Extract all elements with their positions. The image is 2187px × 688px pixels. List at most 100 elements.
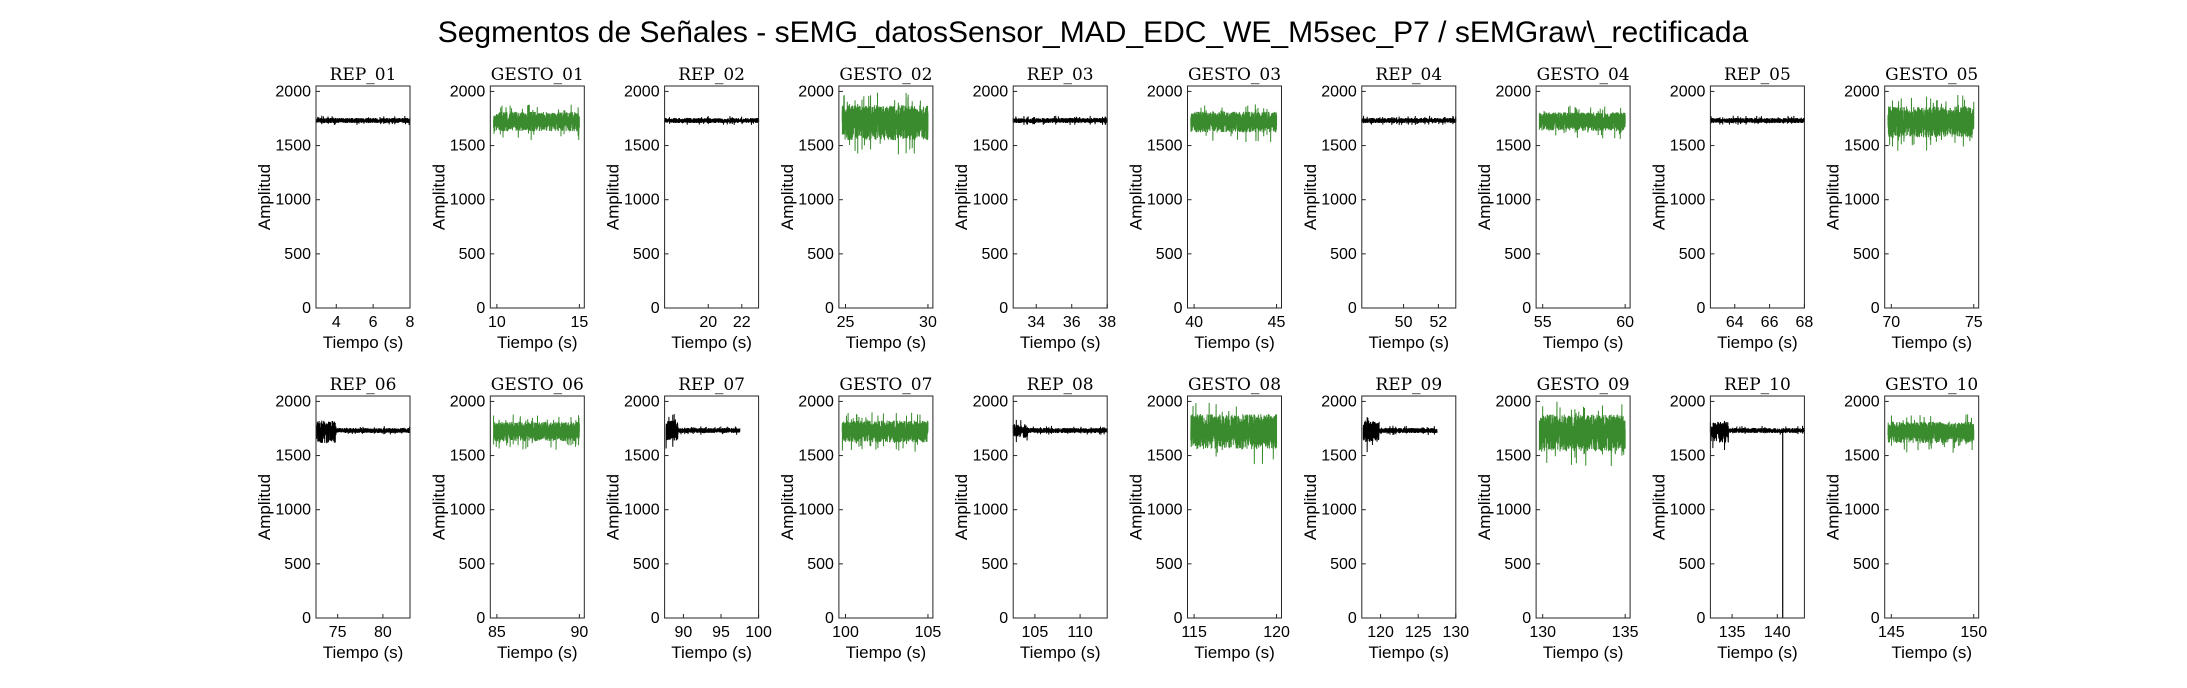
x-tick-label: 45 (1268, 314, 1286, 331)
subplot-rep-10: REP_10 0 500 1000 1500 2000 135 140 Tiempo (s) Am… (1649, 375, 1805, 662)
x-tick-label: 105 (915, 624, 942, 641)
y-tick-label: 1000 (1670, 192, 1706, 209)
y-axis-label: Amplitud (1475, 164, 1494, 230)
x-tick-label: 36 (1063, 314, 1081, 331)
y-tick-label: 1500 (1147, 448, 1183, 465)
x-tick-label: 20 (699, 314, 717, 331)
y-tick-label: 500 (1156, 556, 1183, 573)
subplot-title: GESTO_01 (491, 65, 584, 85)
x-tick-label: 115 (1181, 624, 1207, 641)
y-tick-label: 1500 (798, 448, 834, 465)
x-tick-label: 55 (1534, 314, 1552, 331)
y-tick-label: 0 (1696, 300, 1705, 317)
y-tick-label: 2000 (1147, 83, 1183, 100)
subplot-rep-08: REP_08 0 500 1000 1500 2000 105 110 Tiempo (s) Am… (952, 375, 1108, 662)
axes-frame (664, 85, 760, 309)
y-axis-label: Amplitud (255, 164, 274, 230)
y-tick-label: 1500 (798, 138, 834, 155)
x-axis-label: Tiempo (s) (1020, 643, 1101, 662)
x-tick-label: 68 (1796, 314, 1814, 331)
x-axis-label: Tiempo (s) (1368, 333, 1449, 352)
y-tick-label: 2000 (1147, 393, 1183, 410)
subplot-gesto-10: GESTO_10 0 500 1000 1500 2000 145 150 Tiempo (s)… (1824, 375, 1987, 662)
axes-frame (315, 395, 411, 619)
x-tick-label: 8 (406, 314, 415, 331)
x-tick-label: 38 (1098, 314, 1116, 331)
subplot-gesto-05: GESTO_05 0 500 1000 1500 2000 70 75 Tiempo (s) Am… (1824, 65, 1983, 352)
x-axis-label: Tiempo (s) (1543, 643, 1624, 662)
y-tick-label: 1000 (1321, 192, 1357, 209)
y-tick-label: 0 (1871, 300, 1880, 317)
subplot-title: GESTO_04 (1537, 65, 1630, 85)
y-tick-label: 500 (1504, 246, 1531, 263)
subplot-title: GESTO_03 (1188, 65, 1281, 85)
y-tick-label: 1000 (275, 192, 311, 209)
y-tick-label: 2000 (798, 83, 834, 100)
x-tick-label: 95 (712, 624, 730, 641)
subplot-rep-04: REP_04 0 500 1000 1500 2000 50 52 Tiempo (s) Ampl… (1301, 65, 1457, 352)
signal-trace (1709, 420, 1805, 451)
y-tick-label: 500 (633, 246, 660, 263)
axes-frame (1884, 395, 1980, 619)
y-tick-label: 0 (651, 300, 660, 317)
x-tick-label: 6 (369, 314, 378, 331)
signal-trace (1887, 414, 1975, 453)
y-tick-label: 2000 (450, 393, 486, 410)
figure-title: Segmentos de Señales - sEMG_datosSensor_… (438, 16, 1749, 49)
y-tick-label: 500 (1156, 246, 1183, 263)
x-tick-label: 90 (675, 624, 693, 641)
subplot-rep-09: REP_09 0 500 1000 1500 2000 120 125 130 Tiempo (s… (1301, 375, 1469, 662)
axes-frame (838, 85, 934, 309)
x-tick-label: 64 (1726, 314, 1744, 331)
y-tick-label: 500 (981, 556, 1008, 573)
x-tick-label: 34 (1027, 314, 1045, 331)
x-tick-label: 85 (488, 624, 506, 641)
x-axis-label: Tiempo (s) (671, 333, 752, 352)
x-tick-label: 135 (1719, 624, 1746, 641)
axes-frame (1361, 85, 1457, 309)
x-tick-label: 110 (1067, 624, 1093, 641)
x-tick-label: 150 (1960, 624, 1987, 641)
y-axis-label: Amplitud (1824, 474, 1843, 540)
y-tick-label: 0 (476, 300, 485, 317)
y-tick-label: 0 (1522, 610, 1531, 627)
y-axis-label: Amplitud (1301, 474, 1320, 540)
y-tick-label: 500 (1504, 556, 1531, 573)
x-tick-label: 140 (1764, 624, 1791, 641)
y-tick-label: 0 (1871, 610, 1880, 627)
subplot-title: REP_06 (330, 375, 397, 395)
subplot-gesto-02: GESTO_02 0 500 1000 1500 2000 25 30 Tiempo (s) Am… (778, 65, 937, 352)
axes-frame (489, 85, 585, 309)
signal-trace (1361, 115, 1457, 125)
y-tick-label: 0 (999, 610, 1008, 627)
subplot-rep-05: REP_05 0 500 1000 1500 2000 64 66 68 Tiempo (s) Am… (1649, 65, 1813, 352)
y-tick-label: 500 (981, 246, 1008, 263)
x-tick-label: 135 (1612, 624, 1639, 641)
y-tick-label: 500 (1853, 556, 1880, 573)
y-tick-label: 500 (459, 246, 486, 263)
subplot-title: REP_02 (678, 65, 745, 85)
signal-trace (665, 414, 741, 449)
y-tick-label: 2000 (450, 83, 486, 100)
y-axis-label: Amplitud (952, 474, 971, 540)
y-tick-label: 500 (633, 556, 660, 573)
signal-trace (1709, 115, 1805, 125)
subplot-title: REP_01 (330, 65, 397, 85)
y-tick-label: 1500 (973, 448, 1009, 465)
y-axis-label: Amplitud (1475, 474, 1494, 540)
y-tick-label: 1500 (275, 448, 311, 465)
y-tick-label: 1500 (1670, 138, 1706, 155)
subplot-title: REP_10 (1724, 375, 1791, 395)
x-axis-label: Tiempo (s) (1020, 333, 1101, 352)
y-axis-label: Amplitud (952, 164, 971, 230)
y-tick-label: 0 (1174, 300, 1183, 317)
signal-trace (315, 115, 411, 125)
x-tick-label: 75 (1965, 314, 1983, 331)
y-tick-label: 0 (302, 610, 311, 627)
subplot-gesto-09: GESTO_09 0 500 1000 1500 2000 130 135 Tiempo (s)… (1475, 375, 1638, 662)
x-tick-label: 50 (1395, 314, 1413, 331)
subplot-title: GESTO_02 (839, 65, 932, 85)
y-tick-label: 1000 (973, 192, 1009, 209)
x-axis-label: Tiempo (s) (1891, 333, 1972, 352)
